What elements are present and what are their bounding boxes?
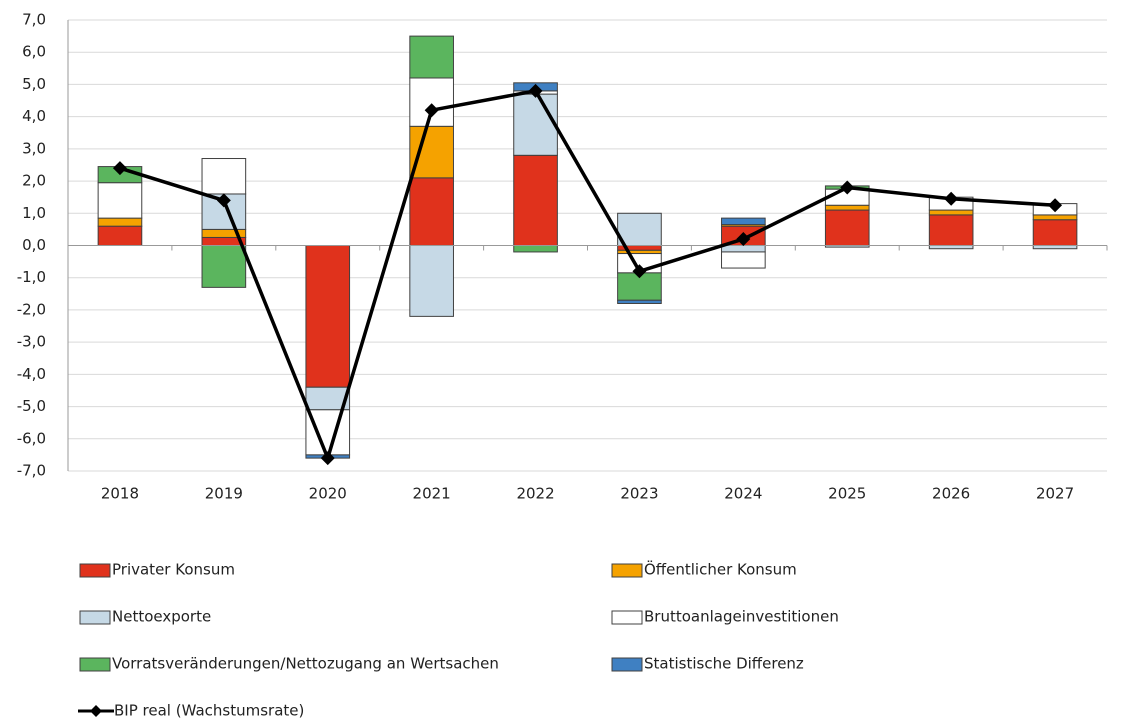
legend-swatch [611,563,643,578]
x-tick-label: 2027 [1036,485,1074,503]
bar-segment [513,154,558,246]
bar-segment [201,158,247,195]
line-marker [840,180,855,195]
x-tick-label: 2022 [516,485,554,503]
y-tick-label: 7,0 [22,11,46,29]
x-tick-label: 2025 [828,485,866,503]
legend-marker [90,705,102,717]
y-tick-label: -1,0 [17,268,46,286]
legend-swatch [79,610,111,625]
y-tick-label: -6,0 [17,429,46,447]
y-tick-label: 2,0 [22,172,46,190]
bar-segment [617,212,662,247]
legend-swatch [79,657,111,672]
y-tick-label: 1,0 [22,204,46,222]
legend-label: Statistische Differenz [644,655,804,673]
bar-segment [721,251,766,269]
y-tick-label: 0,0 [22,236,46,254]
bar-segment [409,125,454,179]
legend-label: Öffentlicher Konsum [644,560,797,579]
bar-segment [409,35,454,79]
x-tick-label: 2020 [309,485,347,503]
y-tick-label: -5,0 [17,397,46,415]
y-tick-label: -7,0 [17,462,46,480]
legend-label: Bruttoanlageinvestitionen [644,608,839,626]
bar-segment [928,214,974,246]
bar-segment [97,225,143,247]
legend-label: Nettoexporte [112,608,211,626]
bar-segment [409,77,454,127]
bar-segment [1032,214,1078,221]
y-tick-label: 6,0 [22,43,46,61]
legend-swatch [611,610,643,625]
x-tick-label: 2019 [205,485,243,503]
line-marker [528,83,543,98]
bar-segment [305,245,351,388]
y-tick-label: 3,0 [22,139,46,157]
legend-swatch [79,563,111,578]
x-tick-label: 2024 [724,485,762,503]
line-series [119,89,1056,460]
line-marker [944,191,959,206]
y-tick-label: 5,0 [22,75,46,93]
x-tick-label: 2023 [620,485,658,503]
y-tick-label: -2,0 [17,300,46,318]
bar-segment [409,245,454,317]
y-tick-label: -3,0 [17,333,46,351]
legend-label: Vorratsveränderungen/Nettozugang an Wert… [112,655,499,673]
bar-segment [824,204,870,211]
bar-segment [97,182,143,219]
bar-segment [928,209,974,216]
bar-segment [721,217,766,226]
bar-segment [97,217,143,227]
line-marker [112,161,127,176]
line-marker [1048,198,1063,213]
line-marker [736,232,751,247]
line-marker [216,193,231,208]
x-tick-label: 2018 [101,485,139,503]
legend-label: Privater Konsum [112,561,235,579]
bar-segment [409,177,454,247]
x-tick-label: 2026 [932,485,970,503]
y-tick-label: -4,0 [17,365,46,383]
legend-label: BIP real (Wachstumsrate) [114,702,304,720]
line-marker [320,451,335,466]
bar-segment [1032,219,1078,247]
y-tick-label: 4,0 [22,107,46,125]
legend-swatch [611,657,643,672]
x-tick-label: 2021 [413,485,451,503]
bar-segment [513,93,558,156]
bar-segment [617,299,662,304]
line-marker [632,264,647,279]
bar-segment [824,209,870,246]
bar-segment [201,245,247,288]
line-marker [424,103,439,118]
bar-segment [513,245,558,253]
bar-segment [721,245,766,253]
bar-segment [305,409,351,456]
